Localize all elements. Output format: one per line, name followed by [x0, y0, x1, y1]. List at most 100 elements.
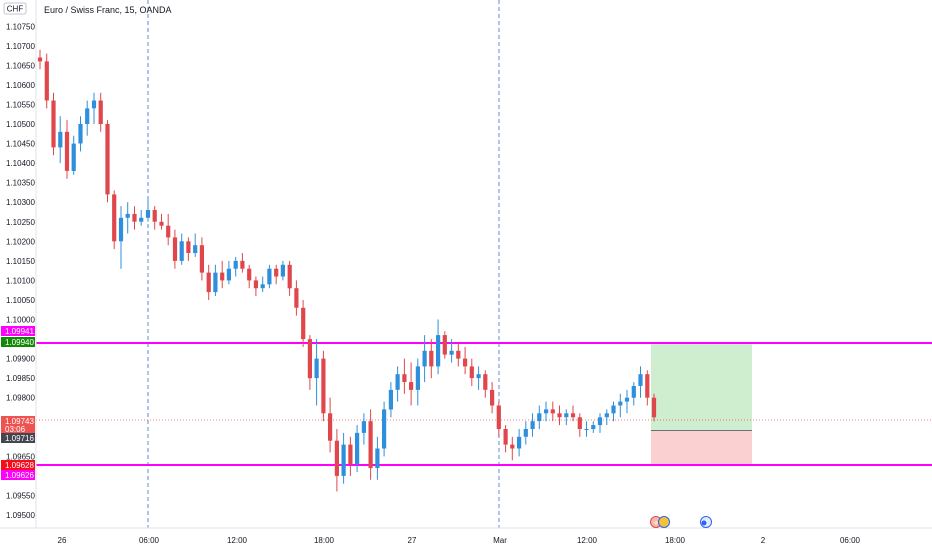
long-position-tool[interactable]	[36, 343, 932, 465]
price-tick-label: 1.10200	[6, 237, 35, 246]
candle-body	[220, 272, 225, 281]
candle-body	[631, 386, 636, 398]
candle-body	[375, 448, 380, 468]
time-tick-label: 27	[408, 536, 417, 545]
candle-body	[544, 409, 549, 414]
candle-body	[395, 374, 400, 390]
price-tick-label: 1.09850	[6, 374, 35, 383]
time-tick-label: 2	[761, 536, 766, 545]
candle-body	[537, 413, 542, 422]
candle-body	[226, 268, 231, 281]
profit-zone[interactable]	[651, 343, 752, 431]
candle-body	[91, 100, 97, 109]
price-tag-label: 03:06	[5, 425, 26, 434]
candle-body	[503, 429, 508, 445]
price-tick-label: 1.10500	[6, 120, 35, 129]
candle-body	[112, 194, 117, 242]
price-tick-label: 1.10750	[6, 22, 35, 31]
stop-zone[interactable]	[651, 430, 752, 465]
candle-body	[253, 280, 258, 289]
candle-body	[429, 350, 434, 367]
candle-body	[118, 217, 124, 242]
price-tick-label: 1.10300	[6, 198, 35, 207]
price-tick-label: 1.09650	[6, 452, 35, 461]
time-axis[interactable]: 26 06:00 12:00 18:00 27 Mar 12:00 18:00 2 06:00	[58, 536, 861, 545]
time-tick-label: 12:00	[577, 536, 598, 545]
candle-body	[476, 374, 481, 379]
candle-body	[166, 225, 171, 238]
candle-body	[105, 124, 110, 195]
candle-body	[64, 131, 70, 171]
time-tick-label: 06:00	[840, 536, 861, 545]
price-tick-label: 1.09500	[6, 511, 35, 520]
price-tick-label: 1.10150	[6, 257, 35, 266]
candle-body	[314, 358, 319, 379]
candle-body	[193, 245, 198, 253]
candle-body	[240, 260, 245, 269]
candle-body	[247, 268, 252, 281]
event-earnings-dot	[701, 520, 707, 526]
candle-body	[145, 210, 151, 218]
session-separators	[147, 0, 500, 528]
candle-body	[51, 100, 56, 148]
candle-body	[368, 421, 373, 469]
candle-body	[301, 307, 306, 340]
candle-body	[267, 268, 272, 285]
candle-body	[361, 421, 366, 433]
candle-body	[125, 213, 130, 218]
candle-body	[415, 366, 420, 390]
price-tag-bg	[1, 470, 35, 480]
candle-body	[570, 413, 576, 418]
candle-body	[274, 268, 279, 277]
candle-body	[469, 366, 474, 379]
price-tag-label: 1.09941	[5, 327, 34, 336]
price-tick-label: 1.10550	[6, 101, 35, 110]
candle-body	[463, 358, 468, 367]
price-tag-label: 1.09743	[5, 417, 34, 426]
event-news-icon[interactable]	[658, 516, 670, 528]
candle-body	[152, 210, 157, 222]
candle-body	[341, 444, 346, 476]
candle-body	[186, 241, 191, 253]
candle-body	[523, 429, 528, 437]
candle-body	[328, 413, 333, 441]
candle-body	[517, 436, 522, 449]
candle-body	[206, 272, 211, 293]
candle-body	[557, 413, 562, 418]
candle-body	[510, 444, 515, 449]
candle-body	[98, 100, 103, 124]
candle-body	[132, 213, 137, 222]
horizontal-lines[interactable]	[36, 342, 932, 466]
candle-body	[591, 425, 596, 429]
chart-title: Euro / Swiss Franc, 15, OANDA	[44, 5, 172, 15]
candle-body	[382, 409, 387, 449]
candle-body	[597, 417, 603, 426]
candle-body	[409, 382, 414, 390]
candle-body	[550, 409, 555, 414]
candle-body	[402, 374, 407, 382]
candle-body	[213, 272, 218, 293]
price-tick-label: 1.10600	[6, 81, 35, 90]
event-icons[interactable]: +	[650, 516, 712, 528]
price-tick-label: 1.09900	[6, 355, 35, 364]
price-tick-label: 1.10700	[6, 42, 35, 51]
currency-label: CHF	[3, 2, 27, 15]
candle-body	[530, 421, 535, 429]
candle-body	[348, 444, 353, 465]
candle-body	[564, 413, 569, 418]
candle-body	[638, 374, 643, 386]
price-tick-label: 1.10050	[6, 296, 35, 305]
price-tag-label: 1.09628	[5, 461, 34, 470]
candle-body	[321, 358, 326, 414]
price-tag-bg	[1, 424, 35, 434]
candle-body	[44, 61, 49, 101]
candle-body	[651, 397, 657, 418]
price-tag-label: 1.09626	[5, 471, 34, 480]
time-tick-label: 26	[58, 536, 67, 545]
candle-body	[422, 350, 427, 367]
candle-body	[584, 429, 589, 430]
candle-body	[604, 413, 609, 418]
